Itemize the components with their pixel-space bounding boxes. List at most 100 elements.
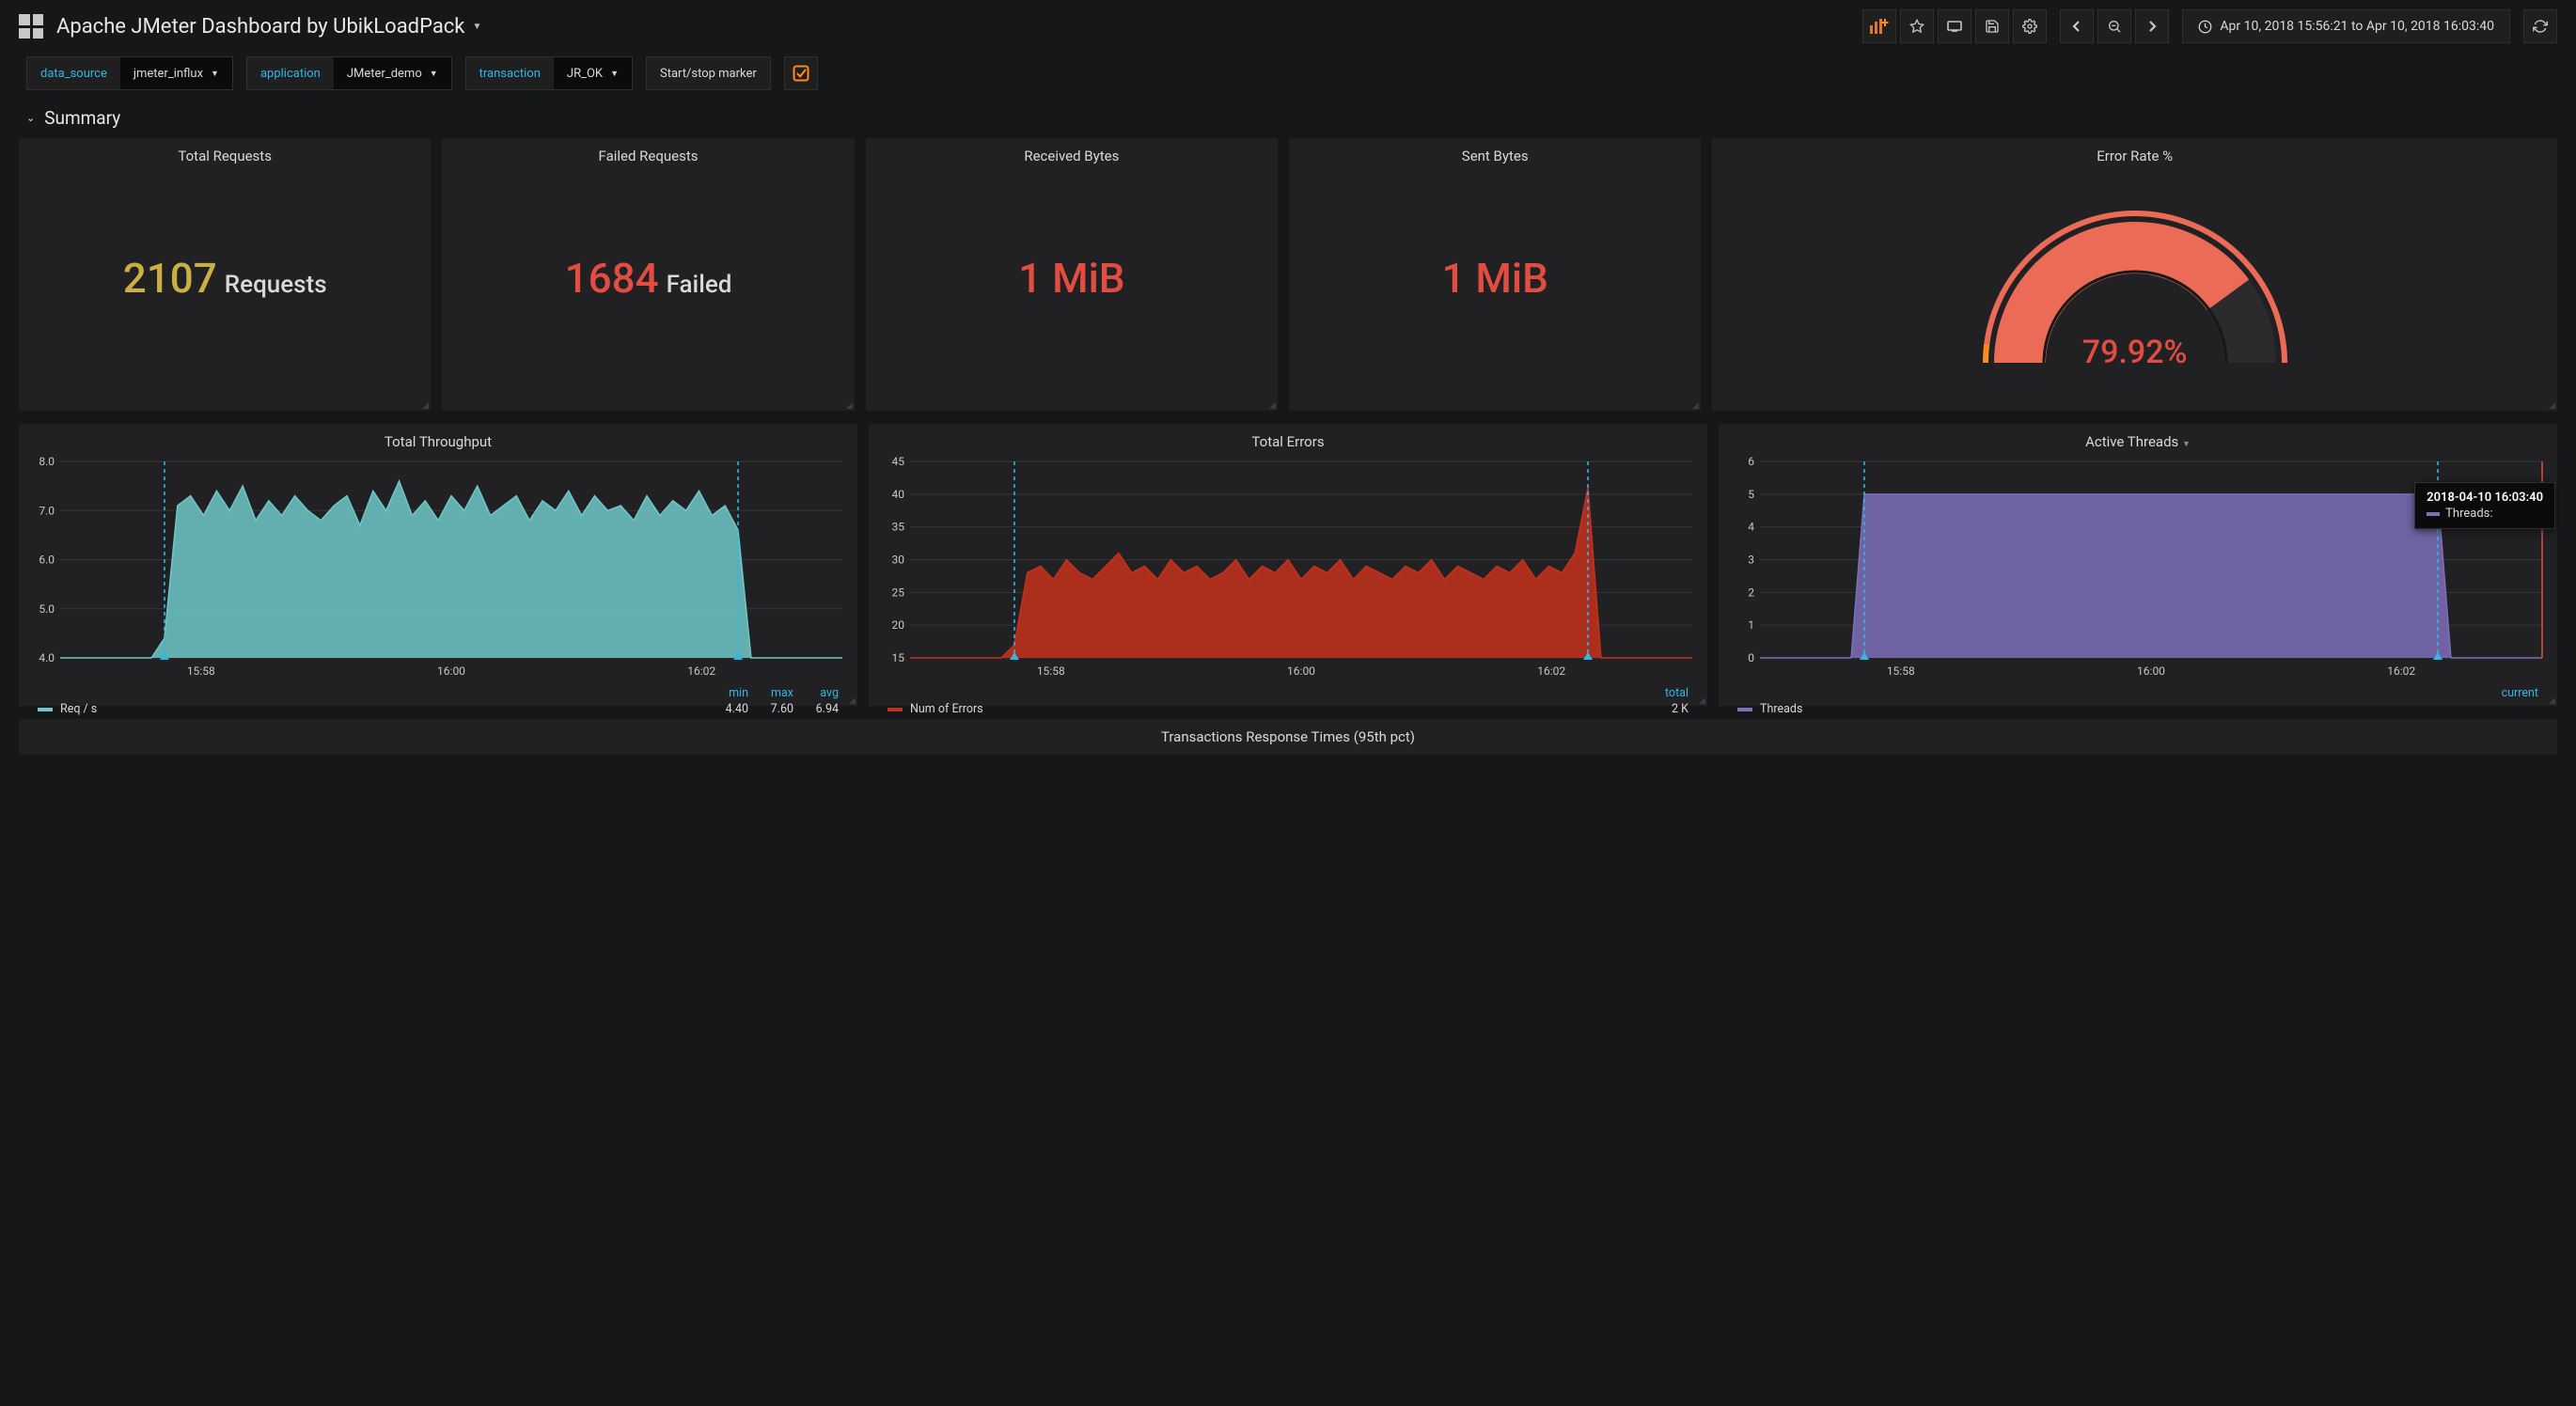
stat-value: 1 MiB <box>1441 254 1547 303</box>
svg-text:1: 1 <box>1748 618 1754 632</box>
panel-errors[interactable]: Total Errors 1520253035404515:5816:0016:… <box>869 424 1707 706</box>
add-panel-button[interactable] <box>1862 9 1896 43</box>
svg-text:7.0: 7.0 <box>39 504 55 517</box>
svg-text:2: 2 <box>1748 586 1754 599</box>
panel-failed-requests[interactable]: Failed Requests 1684 Failed <box>442 138 854 411</box>
stats-row: Total Requests 2107 Requests Failed Requ… <box>0 138 2576 424</box>
panel-title: Total Throughput <box>28 424 848 454</box>
panel-sent-bytes[interactable]: Sent Bytes 1 MiB <box>1289 138 1701 411</box>
variable-application: applicationJMeter_demo▼ <box>246 56 452 90</box>
star-button[interactable] <box>1900 9 1934 43</box>
settings-button[interactable] <box>2013 9 2047 43</box>
dashboard-title-dropdown[interactable]: Apache JMeter Dashboard by UbikLoadPack … <box>56 15 481 39</box>
legend-swatch <box>38 708 53 711</box>
time-nav <box>2060 9 2169 43</box>
caret-down-icon: ▼ <box>2182 440 2191 449</box>
svg-text:16:00: 16:00 <box>2137 664 2165 678</box>
svg-text:15:58: 15:58 <box>1037 664 1065 678</box>
svg-text:20: 20 <box>892 618 905 632</box>
legend-swatch <box>1737 708 1752 711</box>
section-header-summary[interactable]: ⌄ Summary <box>0 107 2576 138</box>
time-forward-button[interactable] <box>2135 9 2169 43</box>
stat-unit: Requests <box>225 271 327 299</box>
svg-text:16:02: 16:02 <box>1537 664 1565 678</box>
caret-down-icon: ▼ <box>472 22 481 32</box>
svg-text:6: 6 <box>1748 455 1754 468</box>
variable-label: application <box>247 57 334 89</box>
svg-text:15:58: 15:58 <box>1887 664 1915 678</box>
variable-value-dropdown[interactable]: JMeter_demo▼ <box>334 57 451 89</box>
variable-value-dropdown[interactable]: JR_OK▼ <box>554 57 632 89</box>
legend-stats: total2 K <box>1643 686 1689 716</box>
panel-total-requests[interactable]: Total Requests 2107 Requests <box>19 138 431 411</box>
svg-text:4.0: 4.0 <box>39 651 55 664</box>
resize-handle[interactable] <box>422 402 429 409</box>
variable-label: data_source <box>27 57 120 89</box>
panel-title: Received Bytes <box>866 138 1278 168</box>
legend-label: Req / s <box>60 702 97 716</box>
share-button[interactable] <box>1938 9 1971 43</box>
svg-text:0: 0 <box>1748 651 1754 664</box>
time-back-button[interactable] <box>2060 9 2094 43</box>
svg-text:30: 30 <box>892 554 905 567</box>
graph-row: Total Throughput 4.05.06.07.08.015:5816:… <box>0 424 2576 719</box>
resize-handle[interactable] <box>849 697 856 704</box>
dashboard-icon <box>19 14 43 39</box>
resize-handle[interactable] <box>1692 402 1699 409</box>
panel-received-bytes[interactable]: Received Bytes 1 MiB <box>866 138 1278 411</box>
stat-unit: Failed <box>667 271 732 299</box>
panel-title: Active Threads ▼ <box>1728 424 2548 454</box>
time-range-text: Apr 10, 2018 15:56:21 to Apr 10, 2018 16… <box>2220 19 2494 34</box>
svg-text:45: 45 <box>892 455 905 468</box>
panel-title: Error Rate % <box>1712 138 2557 168</box>
resize-handle[interactable] <box>2549 402 2555 409</box>
legend-stats: current <box>2493 686 2538 716</box>
legend-series[interactable]: Num of Errors <box>887 702 983 716</box>
variable-value-dropdown[interactable]: jmeter_influx▼ <box>120 57 232 89</box>
tooltip-label: Threads: <box>2445 507 2492 521</box>
resize-handle[interactable] <box>1269 402 1276 409</box>
svg-text:4: 4 <box>1748 521 1754 534</box>
panel-throughput[interactable]: Total Throughput 4.05.06.07.08.015:5816:… <box>19 424 857 706</box>
legend-series[interactable]: Req / s <box>38 702 97 716</box>
svg-text:5.0: 5.0 <box>39 602 55 616</box>
panel-error-rate[interactable]: Error Rate % 79.92% <box>1712 138 2557 411</box>
gauge-value: 79.92% <box>2082 334 2188 371</box>
stat-value: 1684 <box>565 254 659 303</box>
legend-series[interactable]: Threads <box>1737 702 1802 716</box>
chevron-down-icon: ⌄ <box>26 112 35 124</box>
variable-transaction: transactionJR_OK▼ <box>465 56 633 90</box>
legend-stats: minmaxavg4.407.606.94 <box>703 686 839 716</box>
panel-response-times[interactable]: Transactions Response Times (95th pct) <box>19 719 2557 755</box>
svg-text:15:58: 15:58 <box>187 664 215 678</box>
panel-title: Sent Bytes <box>1289 138 1701 168</box>
zoom-out-button[interactable] <box>2097 9 2131 43</box>
errors-chart: 1520253035404515:5816:0016:02 <box>878 454 1698 682</box>
svg-text:3: 3 <box>1748 554 1754 567</box>
variable-label: transaction <box>466 57 554 89</box>
marker-label: Start/stop marker <box>646 56 771 90</box>
topbar: Apache JMeter Dashboard by UbikLoadPack … <box>0 0 2576 49</box>
time-range-picker[interactable]: Apr 10, 2018 15:56:21 to Apr 10, 2018 16… <box>2182 9 2510 43</box>
marker-checkbox[interactable] <box>784 56 818 90</box>
resize-handle[interactable] <box>1699 697 1705 704</box>
panel-title: Transactions Response Times (95th pct) <box>19 719 2557 755</box>
toolbar <box>1862 9 2047 43</box>
variable-row: data_sourcejmeter_influx▼ applicationJMet… <box>0 49 2576 107</box>
svg-text:15: 15 <box>892 651 905 664</box>
save-button[interactable] <box>1975 9 2009 43</box>
panel-threads[interactable]: Active Threads ▼ 012345615:5816:0016:02 … <box>1719 424 2557 706</box>
stat-value: 2107 <box>123 254 217 303</box>
panel-title: Total Requests <box>19 138 431 168</box>
throughput-chart: 4.05.06.07.08.015:5816:0016:02 <box>28 454 848 682</box>
refresh-button[interactable] <box>2523 9 2557 43</box>
resize-handle[interactable] <box>2549 697 2555 704</box>
clock-icon <box>2198 20 2212 34</box>
resize-handle[interactable] <box>846 402 853 409</box>
svg-text:16:02: 16:02 <box>2387 664 2415 678</box>
svg-text:40: 40 <box>892 488 905 501</box>
svg-text:16:00: 16:00 <box>437 664 465 678</box>
tooltip-time: 2018-04-10 16:03:40 <box>2427 491 2543 507</box>
svg-text:6.0: 6.0 <box>39 554 55 567</box>
legend-label: Num of Errors <box>910 702 983 716</box>
